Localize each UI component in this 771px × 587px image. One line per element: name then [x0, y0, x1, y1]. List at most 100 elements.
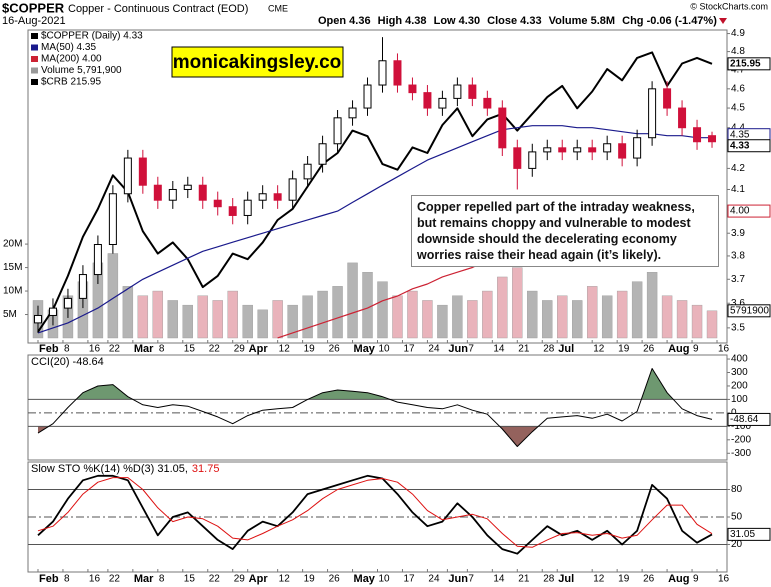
- value-tag-box: [727, 204, 771, 218]
- x-tick-label: Mar: [134, 573, 154, 585]
- candle-body: [318, 143, 327, 165]
- candle-body: [708, 135, 717, 143]
- volume-bar: [557, 295, 568, 339]
- quote: Open 4.36 High 4.38 Low 4.30 Close 4.33 …: [318, 15, 717, 27]
- value-tag: 215.95: [730, 58, 761, 69]
- x-tick-label: Feb: [39, 343, 59, 355]
- x-tick-label: 16: [89, 344, 101, 355]
- candle-body: [423, 92, 432, 109]
- candle-body: [33, 314, 42, 324]
- volume-bar: [467, 300, 478, 339]
- x-tick-label: 7: [468, 344, 474, 355]
- volume-bar: [347, 262, 358, 339]
- x-tick-label: May: [354, 573, 376, 585]
- date: 16-Aug-2021: [2, 15, 66, 27]
- quote-change: Chg -0.06 (-1.47%): [622, 15, 717, 27]
- cci-panel: [27, 354, 728, 461]
- candle-body: [558, 147, 567, 153]
- y-tick-label: 4.5: [731, 103, 745, 114]
- x-tick-label: Apr: [249, 343, 269, 355]
- volume-bar: [152, 290, 164, 339]
- candle-body: [93, 244, 102, 276]
- candle-body: [573, 147, 582, 153]
- annotation: Copper repelled part of the intraday wea…: [411, 195, 719, 267]
- y-tick-label: -300: [731, 448, 751, 459]
- candle-body: [78, 274, 87, 299]
- x-tick-label: 8: [159, 344, 165, 355]
- quote-high: High 4.38: [378, 15, 427, 27]
- x-tick-label: 14: [493, 344, 505, 355]
- value-tag: 4.33: [730, 140, 750, 151]
- y-tick-label: 3.9: [731, 228, 745, 239]
- value-tag-box: [727, 139, 771, 153]
- x-tick-label: 15: [184, 344, 196, 355]
- panel-title-text: CCI(20) -48.64: [31, 356, 104, 368]
- x-tick-label: 12: [279, 344, 291, 355]
- x-tick-label: 26: [643, 344, 655, 355]
- candle-body: [243, 199, 252, 216]
- y-tick-label: 4.6: [731, 83, 745, 94]
- y-tick-label: 4.1: [731, 184, 745, 195]
- value-tag: 4.00: [730, 206, 750, 217]
- y-tick-label: 300: [731, 367, 748, 378]
- candle-body: [378, 60, 387, 86]
- x-tick-label: Jul: [558, 343, 574, 355]
- value-tag: 5791900: [730, 305, 769, 316]
- volume-bar: [332, 286, 343, 339]
- panel-title-value: 31.75: [192, 463, 220, 475]
- candle-body: [63, 297, 72, 309]
- candle-body: [303, 163, 312, 180]
- value-tag: -48.64: [730, 414, 759, 425]
- legend-swatch: [31, 33, 38, 39]
- volume-bar: [302, 295, 313, 339]
- indicator-fill: [37, 368, 713, 400]
- candle-body: [498, 107, 507, 149]
- candle-body: [393, 60, 402, 86]
- candle-body: [228, 206, 237, 216]
- x-tick-label: 28: [543, 344, 555, 355]
- x-tick-label: Aug: [668, 573, 689, 585]
- candle-body: [483, 97, 492, 109]
- volume-bar: [407, 290, 418, 339]
- x-tick-label: 19: [618, 574, 630, 585]
- volume-bar: [646, 272, 658, 339]
- quote-close: Close 4.33: [487, 15, 541, 27]
- candle-body: [213, 199, 222, 208]
- x-tick-label: 9: [693, 574, 699, 585]
- x-tick-label: 22: [209, 574, 221, 585]
- candle-body: [198, 184, 207, 201]
- x-tick-label: Aug: [668, 343, 689, 355]
- volume-bar: [362, 272, 373, 339]
- quote-low: Low 4.30: [434, 15, 480, 27]
- candle-body: [633, 137, 642, 159]
- legend-swatch: [31, 44, 38, 51]
- volume-tick-label: 10M: [3, 286, 22, 297]
- x-tick-label: 10: [379, 344, 391, 355]
- banner-text: monicakingsley.co: [173, 52, 342, 73]
- credit: © StockCharts.com: [690, 1, 768, 11]
- x-tick-label: 12: [279, 574, 291, 585]
- legend-swatch: [31, 67, 38, 74]
- volume-bar: [242, 304, 253, 339]
- indicator-line: [37, 477, 713, 548]
- candle-body: [663, 88, 672, 109]
- exchange: CME: [268, 3, 288, 13]
- x-tick-label: 21: [518, 574, 530, 585]
- legend-swatch: [31, 79, 38, 85]
- x-tick-label: 29: [234, 344, 246, 355]
- volume-bar: [137, 295, 149, 339]
- candle-body: [258, 193, 267, 201]
- y-tick-label: 400: [731, 354, 748, 365]
- candle-body: [438, 97, 447, 109]
- moving-average-line: [37, 125, 712, 334]
- symbol: $COPPER: [2, 0, 65, 15]
- x-tick-label: 21: [518, 344, 530, 355]
- indicator-line: [37, 474, 713, 555]
- x-tick-label: May: [354, 343, 376, 355]
- legend-label: MA(50) 4.35: [41, 42, 96, 53]
- y-tick-label: 3.5: [731, 323, 745, 334]
- x-tick-label: 9: [693, 344, 699, 355]
- volume-bar: [212, 300, 223, 339]
- x-tick-label: 22: [109, 574, 121, 585]
- candle-body: [453, 84, 462, 99]
